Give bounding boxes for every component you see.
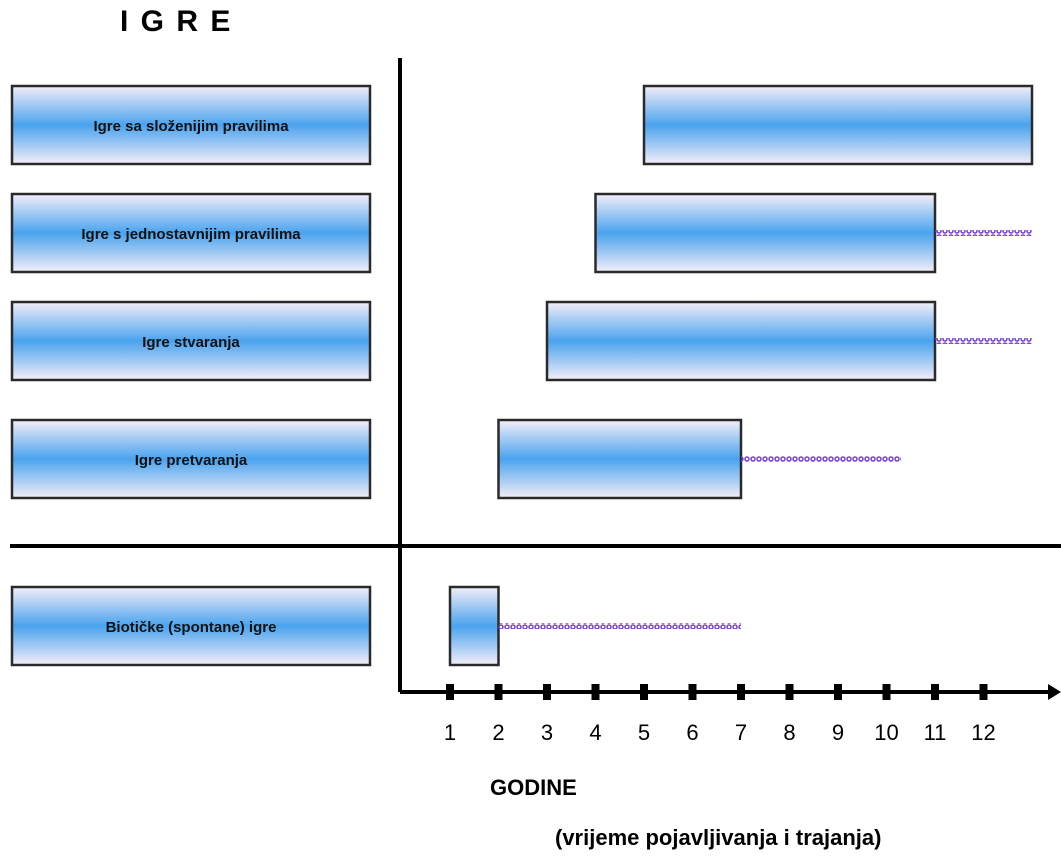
x-tick-label: 2 [492,720,504,745]
x-tick [446,684,454,700]
x-tick-label: 11 [924,720,947,745]
x-tick-label: 10 [874,720,898,745]
range-bar [545,300,937,382]
x-tick-label: 3 [541,720,553,745]
range-bar [642,84,1034,166]
range-bar [594,192,937,274]
x-tick-label: 7 [735,720,747,745]
x-tick [785,684,794,700]
x-tick-label: 4 [589,720,601,745]
x-tick [931,684,939,700]
x-axis-label: GODINE [490,775,577,800]
x-tick [737,684,745,700]
range-tail [935,230,1032,236]
x-tick-label: 9 [832,720,844,745]
range-bar [497,418,743,500]
x-tick-label: 1 [444,720,456,745]
category-label: Igre pretvaranja [135,452,248,469]
x-tick-label: 12 [971,720,995,745]
category-box [10,300,372,382]
x-tick [494,684,503,700]
range-tail [935,338,1032,344]
x-tick-label: 6 [686,720,698,745]
category-box [10,192,372,274]
x-axis-arrow [1048,684,1061,700]
x-tick [882,684,891,700]
category-label: Biotičke (spontane) igre [106,619,277,636]
diagram-title: I G R E [120,5,233,38]
category-box [10,84,372,166]
range-tail [741,456,902,462]
x-tick [543,684,551,700]
x-tick [591,684,600,700]
range-tail [498,623,741,629]
x-tick-label: 5 [638,720,650,745]
x-tick [834,684,842,700]
x-axis-sublabel: (vrijeme pojavljivanja i trajanja) [555,825,882,850]
x-tick [979,684,988,700]
x-tick-label: 8 [783,720,795,745]
x-tick [640,684,648,700]
category-box [10,585,372,667]
x-tick [688,684,697,700]
category-label: Igre s jednostavnijim pravilima [81,226,301,243]
category-label: Igre sa složenijim pravilima [93,118,289,135]
category-label: Igre stvaranja [142,334,240,351]
range-bar [448,585,500,667]
category-box [10,418,372,500]
